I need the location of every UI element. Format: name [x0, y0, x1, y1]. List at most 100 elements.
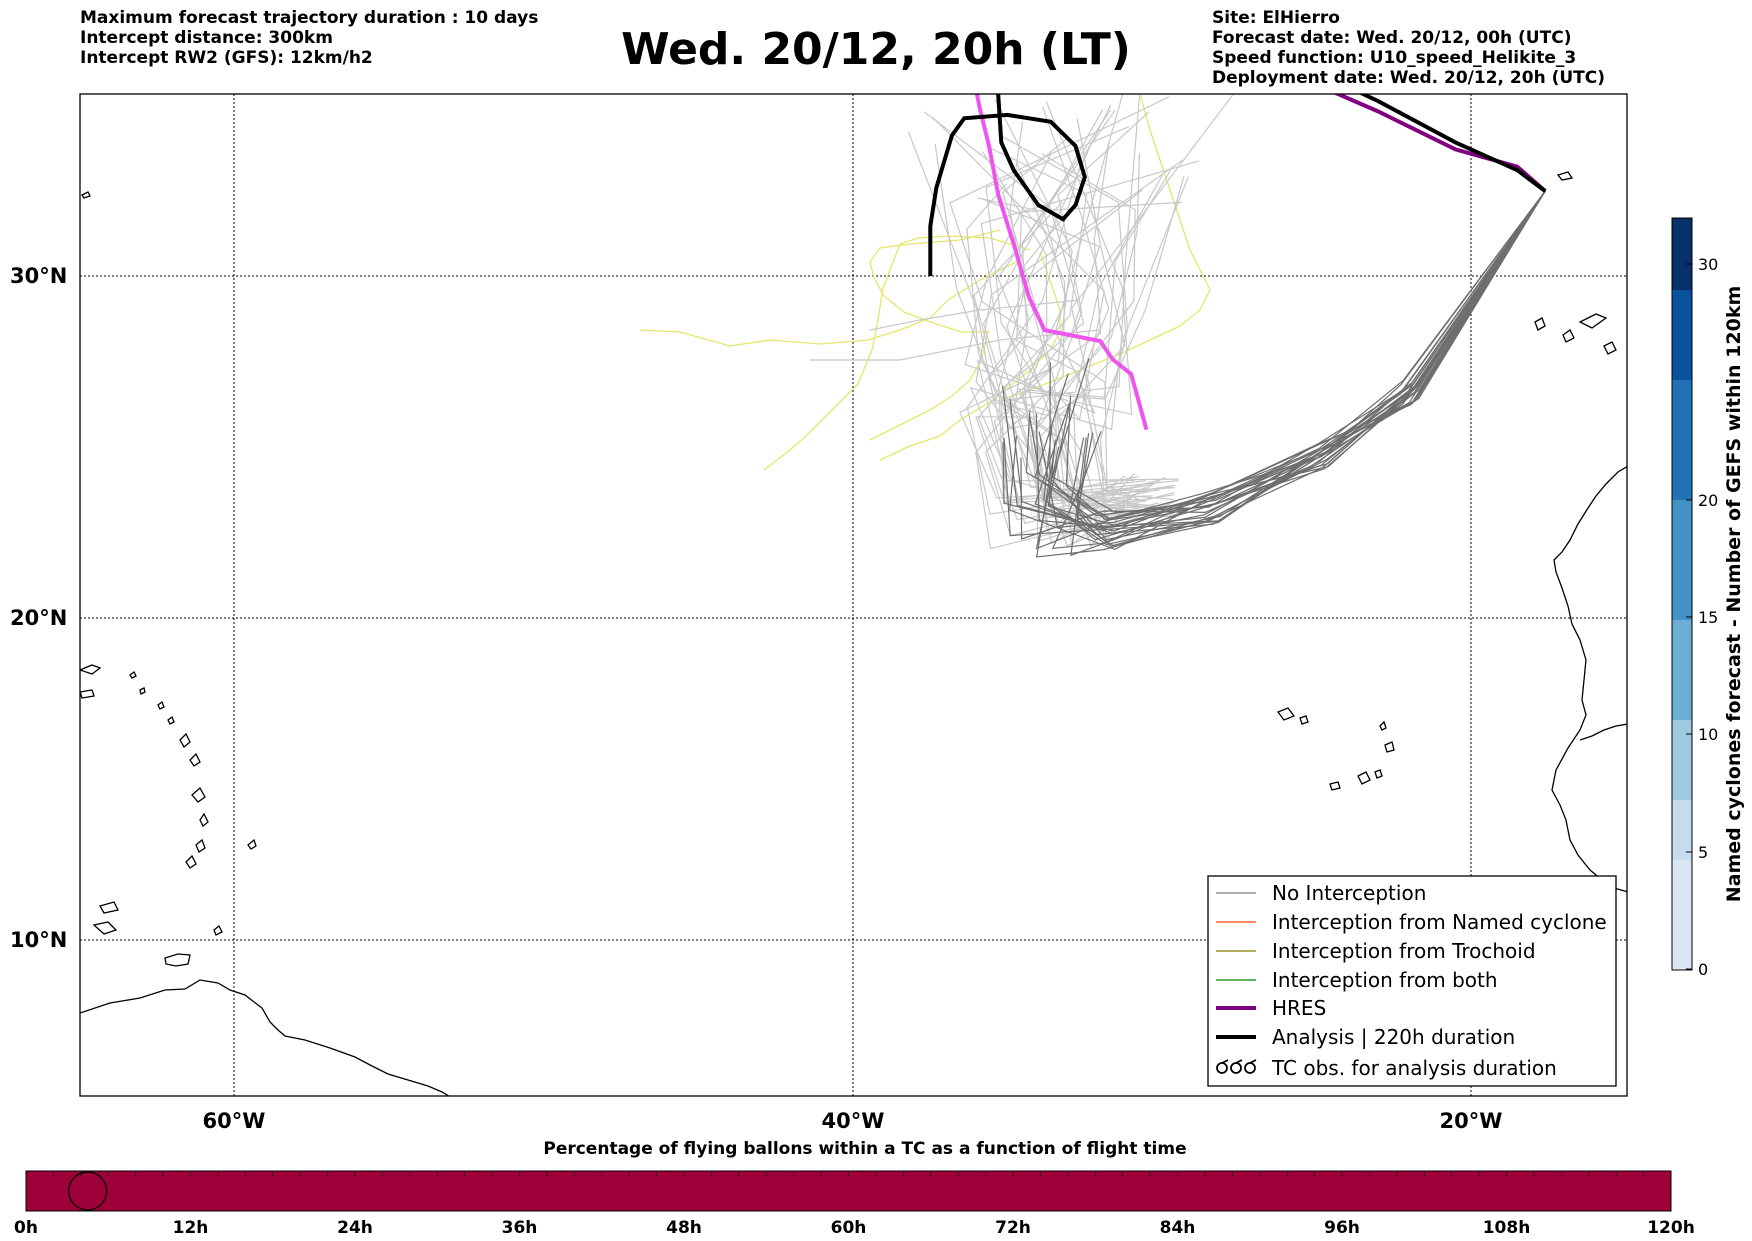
legend: No Interception Interception from Named … — [1207, 875, 1617, 1087]
header-right-line: Site: ElHierro — [1212, 8, 1340, 28]
lat-label: 20°N — [10, 606, 67, 630]
trajectory-yellow — [763, 235, 1031, 471]
island-madeira — [1556, 171, 1574, 181]
trajectory-light-gray — [1009, 121, 1166, 512]
lon-label: 40°W — [822, 1109, 885, 1133]
trajectory-dark-gray — [1076, 190, 1546, 547]
trajectory-analysis — [928, 94, 1547, 276]
legend-label: Interception from Trochoid — [1272, 939, 1536, 963]
time-bar-tick-label: 24h — [337, 1218, 373, 1238]
trajectory-dark-gray — [1020, 190, 1546, 540]
trajectory-light-gray — [1002, 135, 1129, 538]
time-bar-tick-label: 12h — [173, 1218, 209, 1238]
trajectory-dark-gray — [1025, 190, 1546, 520]
legend-box — [1207, 875, 1617, 1087]
time-bar-tick-label: 120h — [1647, 1218, 1695, 1238]
island-cape-verde-3 — [1379, 720, 1387, 731]
colorbar-seg — [1672, 860, 1692, 970]
island-cape-verde-6 — [1374, 769, 1383, 779]
time-bar-marker — [68, 1171, 108, 1211]
island-cape-verde-2 — [1299, 715, 1309, 725]
time-bar-title: Percentage of flying ballons within a TC… — [543, 1139, 1186, 1159]
colorbar-frame — [1671, 217, 1693, 971]
island-canary-3 — [1578, 313, 1608, 329]
island-puerto-rico-east — [80, 689, 95, 699]
colorbar-seg — [1672, 380, 1692, 500]
trajectory-light-gray — [980, 160, 1200, 509]
trajectory-dark-gray — [1070, 190, 1546, 557]
trajectory-light-gray — [981, 151, 1146, 492]
island-caribbean-a — [99, 901, 119, 914]
island-small-4 — [157, 700, 165, 710]
legend-label: No Interception — [1272, 881, 1426, 905]
time-bar-tick-label: 48h — [666, 1218, 702, 1238]
island-lesser-antilles-1 — [179, 732, 191, 748]
trajectory-light-gray — [1021, 169, 1175, 510]
island-bermuda — [81, 191, 91, 199]
header-info-left: Maximum forecast trajectory duration : 1… — [80, 8, 538, 68]
colorbar-seg — [1672, 290, 1692, 380]
colorbar: 0 5 10 15 20 30 Named cyclones forecast … — [1671, 217, 1745, 979]
trajectory-light-gray — [810, 329, 1101, 361]
colorbar-tick: 10 — [1698, 725, 1718, 744]
header-left-line: Intercept distance: 300km — [80, 28, 333, 48]
trajectory-yellow — [869, 229, 1001, 333]
time-bar-tick-label: 96h — [1324, 1218, 1360, 1238]
island-small-2 — [139, 687, 146, 695]
coastline-mauritania-coast — [1579, 723, 1627, 741]
island-cape-verde-4 — [1384, 741, 1395, 753]
time-bar-tick-label: 72h — [995, 1218, 1031, 1238]
trajectory-dark-gray — [1009, 190, 1546, 535]
colorbar-seg — [1672, 500, 1692, 620]
colorbar-tick: 20 — [1698, 491, 1718, 510]
coastline-africa — [1551, 465, 1627, 893]
trajectories-dark-gray — [1002, 190, 1546, 558]
island-leeward — [247, 838, 257, 850]
trajectory-light-gray — [932, 116, 1133, 501]
colorbar-seg — [1672, 218, 1692, 290]
trajectory-hres-extended — [974, 94, 1149, 431]
island-canary-2 — [1562, 329, 1575, 343]
colorbar-tick: 30 — [1698, 255, 1718, 274]
time-bar-tick-label: 84h — [1160, 1218, 1196, 1238]
time-bar-tick-label: 36h — [502, 1218, 538, 1238]
lat-label: 10°N — [10, 928, 67, 952]
island-virgin — [80, 664, 102, 675]
time-bar-tick-label: 108h — [1483, 1218, 1531, 1238]
legend-label: TC obs. for analysis duration — [1271, 1056, 1557, 1080]
time-bar-labels: 0h 12h 24h 36h 48h 60h 72h 84h 96h 108h 120h — [14, 1218, 1695, 1238]
header-right-line: Forecast date: Wed. 20/12, 00h (UTC) — [1212, 28, 1572, 48]
trajectory-dark-gray — [1070, 190, 1546, 536]
island-small-1 — [129, 671, 137, 679]
colorbar-title: Named cyclones forecast - Number of GEFS… — [1723, 286, 1745, 903]
island-cape-verde-7 — [1329, 781, 1341, 791]
header-right-line: Speed function: U10_speed_Helikite_3 — [1212, 48, 1577, 68]
trajectory-dark-gray — [1048, 190, 1546, 546]
lon-label: 20°W — [1440, 1109, 1503, 1133]
trajectory-yellow — [879, 251, 1061, 461]
header-info-right: Site: ElHierro Forecast date: Wed. 20/12… — [1212, 8, 1605, 88]
trajectory-light-gray — [1036, 94, 1234, 542]
island-lesser-antilles-5 — [195, 838, 206, 853]
trajectory-yellow — [869, 329, 989, 441]
trajectory-light-gray — [1000, 174, 1164, 502]
colorbar-tick: 5 — [1698, 843, 1708, 862]
island-lesser-antilles-6 — [185, 854, 197, 869]
time-bar-tick-label: 0h — [14, 1218, 38, 1238]
island-cape-verde-1 — [1276, 707, 1296, 721]
trajectory-light-gray — [949, 96, 1170, 494]
coastlines — [80, 171, 1627, 1096]
tc-obs-icon — [1216, 1059, 1257, 1074]
trajectory-yellow — [999, 94, 1211, 401]
island-cape-verde-5 — [1357, 771, 1371, 785]
legend-label: Interception from both — [1272, 968, 1498, 992]
island-small-3 — [167, 715, 175, 725]
trajectory-light-gray — [964, 154, 1180, 510]
header-left-line: Maximum forecast trajectory duration : 1… — [80, 8, 539, 28]
island-caribbean-b — [92, 921, 118, 935]
colorbar-tick: 0 — [1698, 960, 1708, 979]
colorbar-seg — [1672, 720, 1692, 800]
island-barbados — [213, 924, 223, 936]
page-title: Wed. 20/12, 20h (LT) — [621, 24, 1131, 75]
